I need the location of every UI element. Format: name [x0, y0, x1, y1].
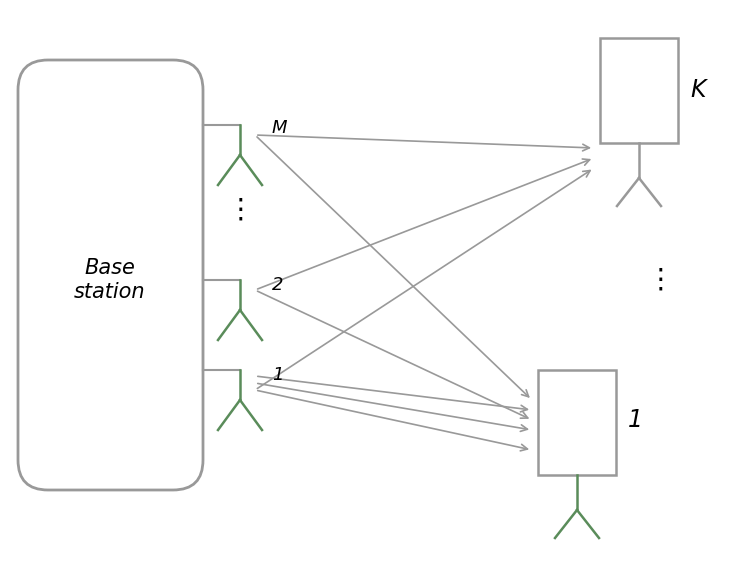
Text: ⋮: ⋮ — [646, 266, 674, 294]
Text: 1: 1 — [272, 366, 284, 384]
Text: M: M — [272, 119, 287, 137]
Text: 2: 2 — [272, 276, 284, 294]
Text: Base
station: Base station — [74, 259, 146, 302]
FancyBboxPatch shape — [538, 370, 616, 475]
FancyBboxPatch shape — [18, 60, 203, 490]
Text: K: K — [690, 78, 705, 102]
Text: 1: 1 — [628, 408, 643, 432]
FancyBboxPatch shape — [600, 38, 678, 143]
Text: ⋮: ⋮ — [226, 196, 254, 224]
